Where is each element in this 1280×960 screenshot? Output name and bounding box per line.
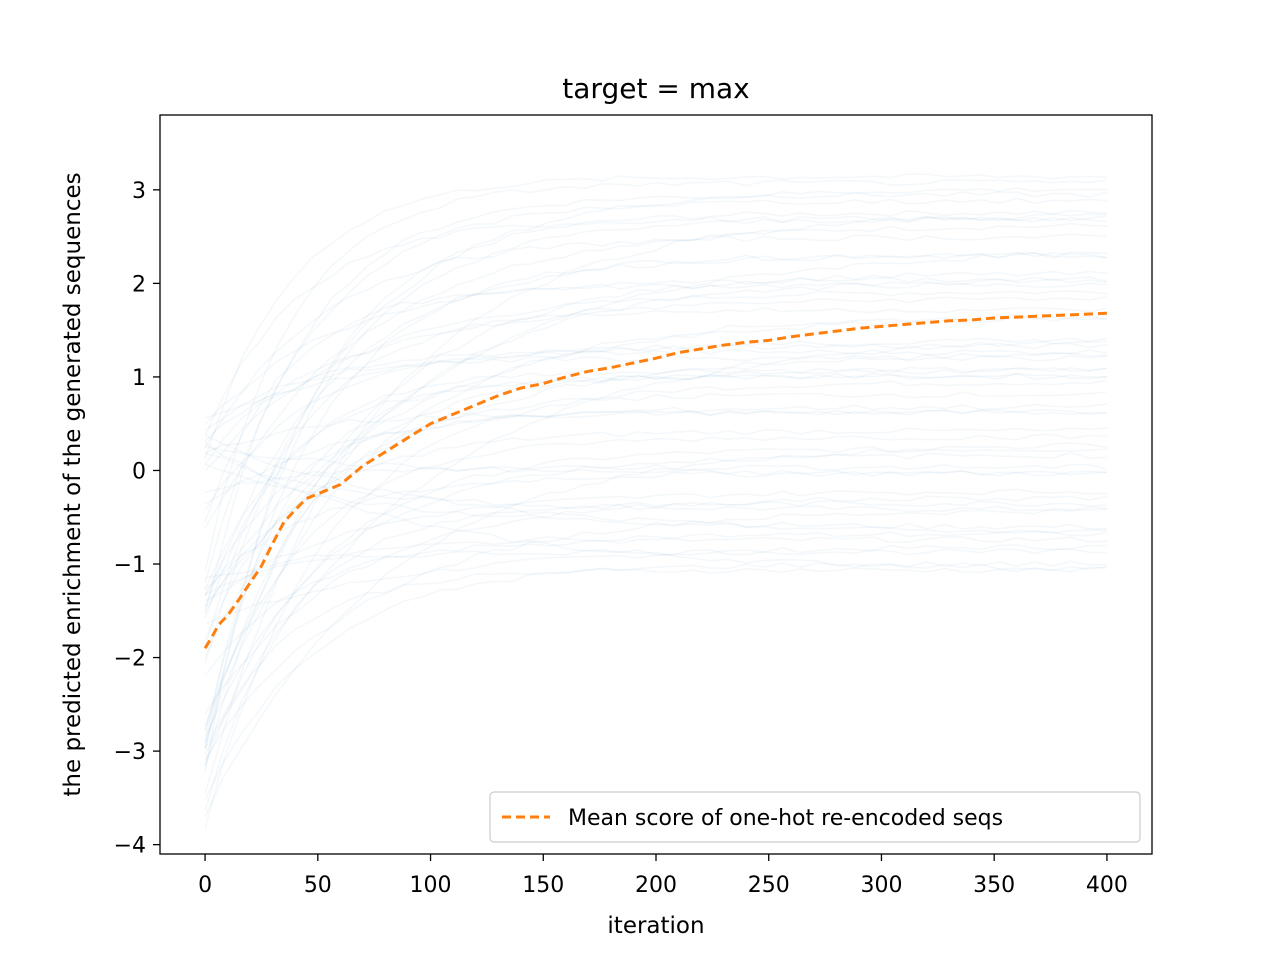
- background-trace: [204, 348, 1108, 466]
- background-trace: [204, 451, 1107, 737]
- background-trace: [204, 452, 1107, 513]
- background-trace: [204, 296, 1108, 442]
- legend-box: [489, 791, 1141, 843]
- background-trace: [204, 191, 1108, 613]
- background-trace: [204, 560, 1107, 800]
- y-tick-label: −2: [114, 647, 146, 672]
- y-axis: −4 −3 −2 −1 0 1 2 3: [114, 179, 160, 859]
- background-trace: [204, 186, 1107, 664]
- background-trace: [204, 548, 1107, 596]
- background-trace: [204, 372, 1107, 732]
- background-trace: [204, 441, 1108, 572]
- background-trace: [204, 464, 1107, 530]
- legend-label: Mean score of one-hot re-encoded seqs: [568, 806, 1003, 831]
- background-trace: [204, 233, 1107, 448]
- background-trace: [204, 391, 1107, 749]
- background-trace: [204, 197, 1107, 584]
- background-trace: [204, 215, 1107, 437]
- background-trace: [204, 446, 1107, 477]
- x-tick-label: 300: [860, 873, 902, 898]
- background-trace: [204, 172, 1107, 460]
- x-tick-label: 200: [635, 873, 677, 898]
- background-trace: [204, 352, 1107, 608]
- x-tick-label: 100: [410, 873, 452, 898]
- background-trace: [204, 251, 1107, 658]
- background-trace: [204, 215, 1107, 743]
- background-traces: [204, 172, 1108, 829]
- background-trace: [204, 270, 1107, 767]
- background-trace: [204, 307, 1108, 647]
- background-trace: [204, 433, 1107, 726]
- background-trace: [204, 409, 1107, 454]
- mean-score-line: [203, 311, 1107, 649]
- background-trace: [204, 530, 1108, 579]
- background-trace: [204, 278, 1108, 732]
- background-trace: [204, 276, 1108, 425]
- background-trace: [204, 379, 1108, 829]
- background-trace: [204, 500, 1107, 812]
- background-trace: [204, 536, 1107, 676]
- legend: Mean score of one-hot re-encoded seqs: [489, 791, 1141, 843]
- background-trace: [204, 488, 1107, 602]
- x-axis: 0 50 100 150 200 250 300 350 400: [198, 854, 1128, 898]
- x-tick-label: 400: [1086, 873, 1128, 898]
- background-trace: [204, 508, 1107, 761]
- background-trace: [204, 495, 1108, 715]
- background-trace: [204, 434, 1107, 534]
- background-trace: [204, 342, 1108, 511]
- background-trace: [204, 213, 1107, 794]
- background-trace: [204, 403, 1107, 505]
- mean-series: [203, 311, 1107, 649]
- background-trace: [204, 544, 1107, 625]
- y-tick-label: 1: [132, 366, 146, 391]
- y-tick-label: −3: [114, 740, 146, 765]
- background-trace: [204, 372, 1107, 590]
- x-tick-label: 50: [304, 873, 332, 898]
- x-tick-label: 150: [522, 873, 564, 898]
- background-trace: [204, 566, 1107, 749]
- background-trace: [204, 222, 1107, 529]
- background-trace: [204, 409, 1107, 596]
- y-tick-label: 0: [132, 459, 146, 484]
- background-trace: [204, 252, 1107, 607]
- y-axis-title: the predicted enrichment of the generate…: [60, 172, 86, 796]
- chart-title: target = max: [562, 72, 749, 105]
- background-trace: [204, 337, 1108, 755]
- background-trace: [204, 290, 1107, 472]
- background-trace: [204, 251, 1108, 750]
- x-axis-title: iteration: [607, 913, 704, 939]
- background-trace: [204, 470, 1107, 591]
- x-tick-label: 250: [748, 873, 790, 898]
- background-trace: [204, 463, 1108, 493]
- x-tick-label: 0: [198, 873, 212, 898]
- background-trace: [204, 366, 1108, 619]
- y-tick-label: 2: [132, 272, 146, 297]
- background-trace: [204, 366, 1108, 641]
- background-trace: [204, 209, 1107, 773]
- background-trace: [204, 337, 1107, 420]
- x-tick-label: 350: [973, 873, 1015, 898]
- y-tick-label: 3: [132, 179, 146, 204]
- background-trace: [204, 442, 1108, 818]
- y-tick-label: −4: [114, 834, 146, 859]
- y-tick-label: −1: [114, 553, 146, 578]
- background-trace: [204, 315, 1108, 596]
- background-trace: [204, 282, 1107, 522]
- background-trace: [204, 179, 1108, 572]
- background-trace: [204, 427, 1107, 613]
- background-trace: [204, 446, 1107, 767]
